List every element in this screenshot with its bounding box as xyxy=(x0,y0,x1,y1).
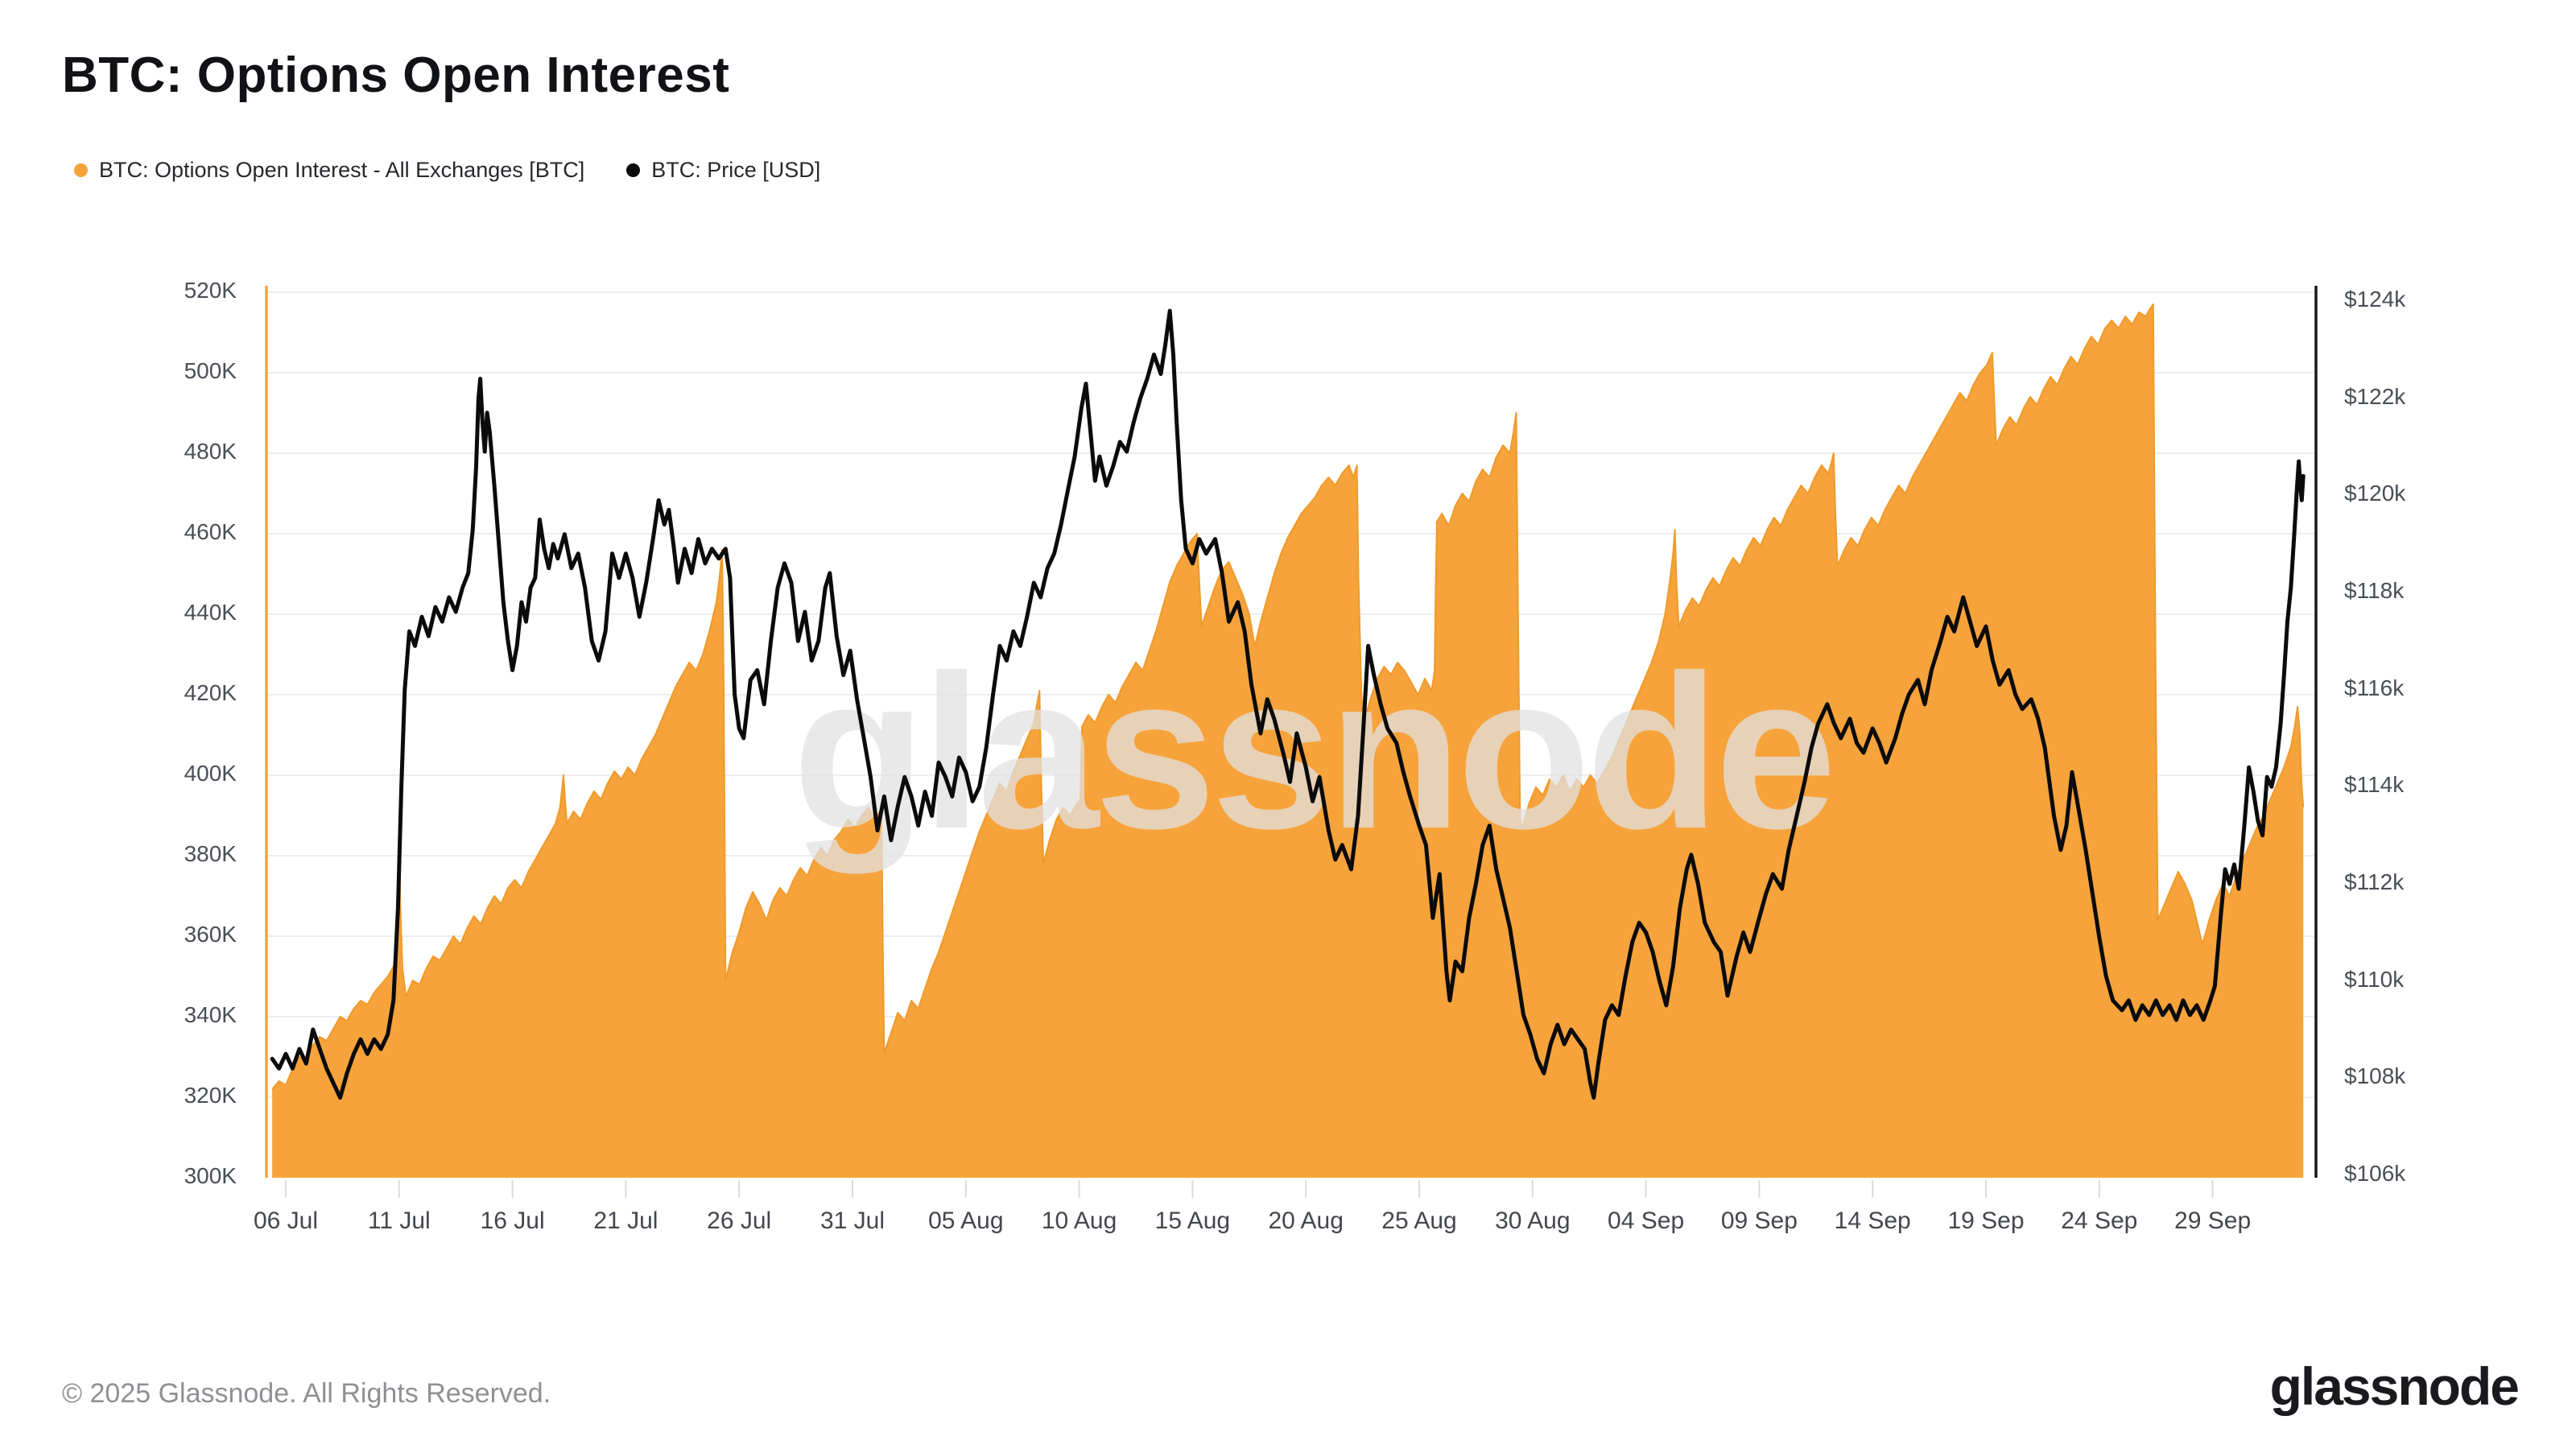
x-axis-label: 11 Jul xyxy=(367,1208,431,1234)
x-axis-label: 29 Sep xyxy=(2174,1208,2252,1234)
x-axis-label: 16 Jul xyxy=(480,1208,545,1234)
y-axis-right-label: $122k xyxy=(2344,383,2406,409)
y-axis-left-label: 320K xyxy=(184,1083,237,1108)
legend-label-open-interest: BTC: Options Open Interest - All Exchang… xyxy=(99,158,585,182)
x-axis-label: 14 Sep xyxy=(1834,1208,1911,1234)
x-axis-label: 25 Aug xyxy=(1381,1208,1457,1234)
copyright-notice: © 2025 Glassnode. All Rights Reserved. xyxy=(62,1378,551,1409)
x-axis-label: 06 Jul xyxy=(253,1208,319,1234)
y-axis-left-label: 440K xyxy=(184,600,237,625)
y-axis-right-label: $120k xyxy=(2344,481,2406,506)
y-axis-right-label: $124k xyxy=(2344,287,2406,312)
y-axis-right-label: $106k xyxy=(2344,1161,2406,1186)
x-axis-label: 19 Sep xyxy=(1947,1208,2025,1234)
price-series-swatch-icon xyxy=(626,163,641,177)
legend: BTC: Options Open Interest - All Exchang… xyxy=(74,158,820,183)
x-axis-label: 21 Jul xyxy=(593,1208,658,1234)
legend-item-price[interactable]: BTC: Price [USD] xyxy=(626,158,820,183)
y-axis-right-label: $110k xyxy=(2344,966,2405,992)
y-axis-left-label: 400K xyxy=(184,761,237,786)
y-axis-left-label: 500K xyxy=(184,358,237,383)
y-axis-right-label: $116k xyxy=(2344,675,2405,700)
open-interest-area xyxy=(272,304,2304,1178)
glassnode-watermark: glassnode xyxy=(792,630,1831,876)
y-axis-left-label: 480K xyxy=(184,439,237,464)
x-axis-label: 04 Sep xyxy=(1608,1208,1685,1234)
price-line xyxy=(270,308,2306,1100)
x-axis-label: 30 Aug xyxy=(1495,1208,1571,1234)
y-axis-left-label: 340K xyxy=(184,1002,237,1027)
y-axis-left-label: 300K xyxy=(184,1163,237,1188)
legend-label-price: BTC: Price [USD] xyxy=(651,158,821,182)
x-axis-label: 31 Jul xyxy=(819,1208,886,1234)
open-interest-area-edge xyxy=(271,303,2305,1090)
page-title: BTC: Options Open Interest xyxy=(62,47,730,103)
y-axis-right-label: $112k xyxy=(2344,869,2405,894)
x-axis-label: 10 Aug xyxy=(1041,1208,1117,1234)
x-axis-label: 26 Jul xyxy=(707,1208,772,1234)
y-axis-left-label: 360K xyxy=(184,922,237,947)
y-axis-left-label: 520K xyxy=(184,278,237,303)
x-axis-label: 05 Aug xyxy=(928,1208,1004,1234)
x-axis-label: 15 Aug xyxy=(1154,1208,1231,1234)
x-axis-label: 20 Aug xyxy=(1268,1208,1344,1234)
x-axis-label: 09 Sep xyxy=(1720,1208,1798,1234)
x-axis-label: 24 Sep xyxy=(2061,1208,2138,1234)
y-axis-left-label: 380K xyxy=(184,841,237,866)
y-axis-left-label: 460K xyxy=(184,519,237,544)
y-axis-right-label: $118k xyxy=(2344,578,2405,603)
glassnode-logo: glassnode xyxy=(2269,1356,2520,1416)
y-axis-right-label: $114k xyxy=(2344,772,2405,798)
y-axis-left-label: 420K xyxy=(184,680,237,705)
open-interest-series-swatch-icon xyxy=(74,163,88,177)
y-axis-right-label: $108k xyxy=(2344,1063,2406,1089)
legend-item-open-interest[interactable]: BTC: Options Open Interest - All Exchang… xyxy=(74,158,584,183)
